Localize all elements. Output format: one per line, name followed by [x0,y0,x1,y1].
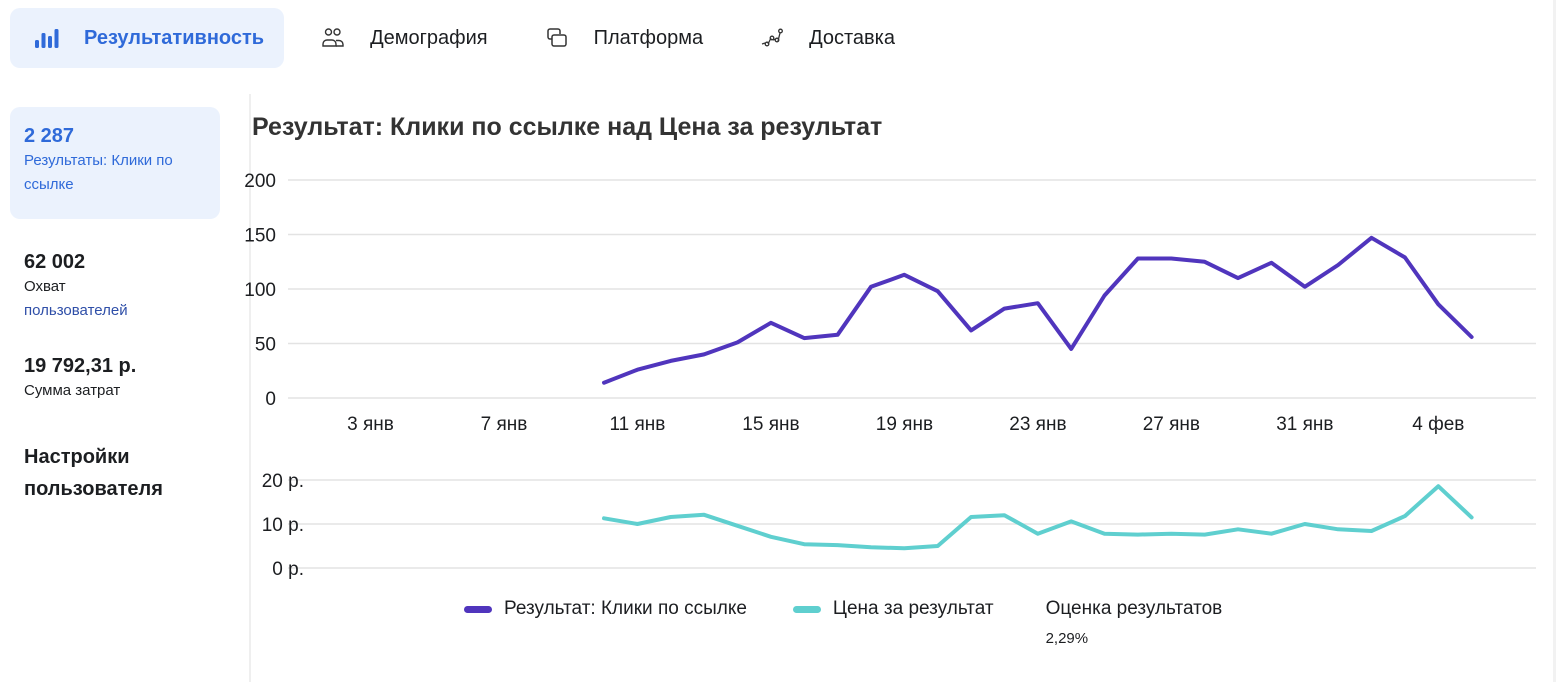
y-tick-label: 0 р. [272,559,304,580]
clicks-line [602,235,1474,385]
y-tick-label: 50 [255,335,276,356]
x-tick-label: 31 янв [1276,414,1333,435]
x-tick-label: 3 янв [347,414,394,435]
user-settings-link[interactable]: Настройки пользователя [24,446,163,500]
x-tick-label: 23 янв [1009,414,1066,435]
lower-y-axis: 0 р. 10 р. 20 р. [262,471,304,580]
tab-performance[interactable]: Результативность [10,8,285,68]
upper-grid [288,179,1536,399]
bar-chart-icon [32,23,62,53]
x-tick-label: 11 янв [610,414,666,435]
tab-label: Демография [370,26,488,49]
metric-label: Охват пользователей [24,275,220,323]
tab-label: Платформа [593,26,704,49]
tab-delivery[interactable]: Доставка [737,8,915,68]
metric-value: 19 792,31 р. [24,355,137,377]
cost-per-result-line [602,484,1474,551]
people-icon [318,23,348,53]
x-tick-label: 15 янв [742,414,799,435]
y-tick-label: 200 [244,171,276,192]
tab-label: Результативность [84,26,265,49]
route-icon [757,23,787,53]
x-tick-label: 27 янв [1143,414,1200,435]
y-tick-label: 100 [244,280,276,301]
overlapping-squares-icon [542,23,572,53]
metric-reach[interactable]: 62 002 Охват пользователей [10,219,220,323]
y-tick-label: 0 [265,389,276,410]
metrics-sidebar: 2 287 Результаты: Клики по ссылке 62 002… [10,107,220,505]
chart-title: Результат: Клики по ссылке над Цена за р… [252,113,883,141]
divider [1553,0,1556,682]
score-label: Оценка результатов [1045,598,1223,619]
divider [249,94,251,682]
legend-item-score: Оценка результатов 2,29% [1046,598,1223,647]
metric-value: 62 002 [24,251,86,273]
chart-legend: Результат: Клики по ссылке Цена за резул… [464,598,1268,647]
lower-grid [288,479,1536,569]
metric-link-clicks[interactable]: 2 287 Результаты: Клики по ссылке [10,107,220,219]
metric-label-text: Охват [24,278,66,295]
tab-demographics[interactable]: Демография [298,8,508,68]
tab-label: Доставка [809,26,895,49]
legend-swatch-icon [792,606,821,613]
x-tick-label: 7 янв [481,414,528,435]
metric-label: Сумма затрат [24,382,121,399]
legend-label: Цена за результат [832,598,994,619]
y-tick-label: 150 [244,226,276,247]
x-tick-label: 19 янв [876,414,933,435]
metric-spend[interactable]: 19 792,31 р. Сумма затрат [10,323,220,403]
tab-bar: Результативность Демография Платформа [10,8,929,68]
x-tick-label: 4 фев [1412,414,1464,435]
score-value: 2,29% [1045,630,1089,647]
y-tick-label: 10 р. [262,515,304,536]
legend-swatch-icon [464,606,492,613]
legend-item-cost[interactable]: Цена за результат [792,598,994,647]
x-axis: 3 янв 7 янв 11 янв 15 янв 19 янв 23 янв 27 янв… [347,414,1464,435]
y-tick-label: 20 р. [262,471,304,492]
legend-label: Результат: Клики по ссылке [504,598,747,619]
metric-label-link[interactable]: пользователей [24,302,128,319]
upper-y-axis: 0 50 100 150 200 [244,171,276,410]
legend-item-clicks[interactable]: Результат: Клики по ссылке [464,598,747,647]
metric-label: Результаты: Клики по ссылке [24,152,173,193]
metric-value: 2 287 [24,125,75,147]
tab-platform[interactable]: Платформа [522,8,723,68]
